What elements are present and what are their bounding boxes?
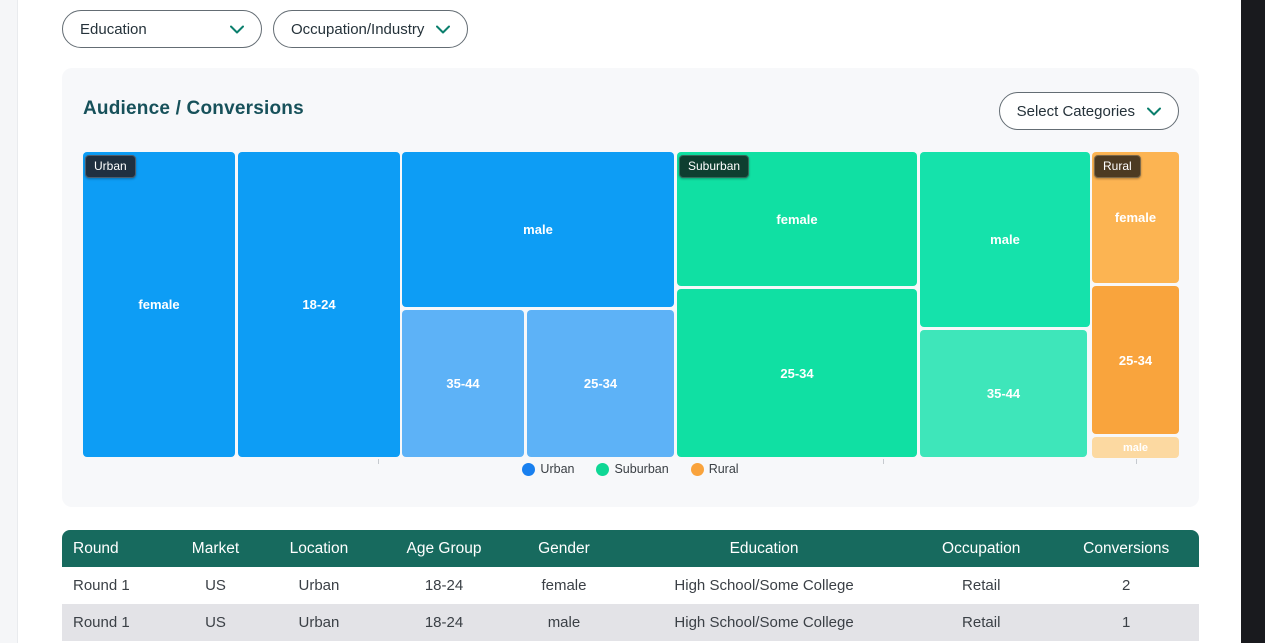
axis-tick — [1136, 459, 1137, 464]
treemap-segment[interactable]: 18-24 — [238, 152, 400, 457]
select-categories-dropdown[interactable]: Select Categories — [998, 92, 1179, 130]
treemap-segment[interactable]: male — [402, 152, 674, 307]
treemap-segment-label: female — [1114, 210, 1157, 225]
occupation-filter-label: Occupation/Industry — [291, 20, 425, 38]
treemap-segment-label: female — [138, 297, 180, 312]
table-cell: Urban — [298, 614, 340, 631]
table-cell: Urban — [298, 577, 340, 594]
table-cell: Round 1 — [73, 577, 130, 594]
table-row: Round 1 US Urban 18-24 female High School/Som… — [62, 567, 1199, 604]
legend-item[interactable]: Rural — [690, 462, 739, 476]
treemap-segment[interactable]: 35-44 — [920, 330, 1087, 457]
table-header-cell: Market — [172, 530, 259, 567]
table-header-cell: Gender — [508, 530, 620, 567]
chart-legend: Urban Suburban Rural — [62, 462, 1199, 476]
table-header-cell: Education — [619, 530, 910, 567]
table-cell: US — [205, 577, 226, 594]
treemap-segment-label: 25-34 — [583, 376, 618, 391]
table-cell: Retail — [962, 614, 1001, 631]
treemap-segment[interactable]: 25-34 — [527, 310, 674, 457]
treemap-group-badge[interactable]: Rural — [1094, 155, 1141, 178]
treemap-segment[interactable]: 25-34 — [677, 289, 917, 457]
treemap-group-badge[interactable]: Urban — [85, 155, 136, 178]
chevron-down-icon — [230, 25, 244, 34]
treemap-segment[interactable]: 35-44 — [402, 310, 524, 457]
table-cell: 1 — [1122, 614, 1131, 631]
table-cell: Retail — [962, 577, 1001, 594]
table-header-cell: Round — [62, 530, 173, 567]
table-row: Round 1 US Urban 18-24 male High School/Some … — [62, 604, 1199, 641]
treemap: female 18-24 male 35-44 25-34 Urban female 25-3… — [82, 152, 1180, 464]
treemap-segment-label: male — [1122, 441, 1149, 454]
treemap-segment-label: 25-34 — [780, 365, 814, 381]
treemap-segment-label: male — [990, 232, 1020, 247]
table-header: Round Market Location Age Group Gender Educat… — [62, 530, 1199, 567]
treemap-segment[interactable]: male — [920, 152, 1090, 327]
table-cell: 18-24 — [424, 614, 464, 631]
treemap-segment-label: 35-44 — [986, 386, 1021, 401]
chevron-down-icon — [436, 25, 451, 34]
treemap-segment[interactable]: 25-34 — [1092, 286, 1179, 434]
legend-dot-icon — [690, 462, 704, 476]
table-cell: Round 1 — [73, 614, 130, 631]
treemap-segment-label: 25-34 — [1118, 352, 1153, 368]
filter-bar: Education Occupation/Industry — [62, 10, 469, 48]
table-cell: female — [541, 577, 587, 594]
legend-dot-icon — [596, 462, 610, 476]
occupation-filter-dropdown[interactable]: Occupation/Industry — [273, 10, 469, 48]
table-header-cell: Occupation — [909, 530, 1054, 567]
page-title: Audience / Conversions — [83, 98, 304, 119]
table-cell: 2 — [1122, 577, 1131, 594]
table-header-cell: Age Group — [379, 530, 509, 567]
legend-item[interactable]: Urban — [522, 462, 574, 476]
legend-label: Suburban — [614, 462, 669, 476]
treemap-segment-label: 18-24 — [302, 297, 336, 312]
left-rail — [0, 0, 18, 643]
treemap-segment[interactable]: male — [1092, 437, 1179, 458]
table-header-cell: Conversions — [1053, 530, 1199, 567]
education-filter-label: Education — [80, 20, 147, 38]
table-cell: 18-24 — [424, 577, 464, 594]
table-cell: male — [547, 614, 581, 631]
table-cell: US — [205, 614, 226, 631]
axis-tick — [378, 459, 379, 464]
table-header-cell: Location — [258, 530, 380, 567]
legend-dot-icon — [522, 462, 536, 476]
legend-item[interactable]: Suburban — [596, 462, 669, 476]
legend-label: Urban — [540, 462, 575, 476]
audience-conversions-card: Audience / Conversions Select Categories… — [62, 68, 1199, 507]
conversions-table: Round Market Location Age Group Gender Educat… — [62, 530, 1199, 641]
right-panel-edge — [1241, 0, 1265, 643]
treemap-segment-label: female — [776, 211, 818, 227]
chevron-down-icon — [1147, 107, 1161, 116]
treemap-group-badge[interactable]: Suburban — [679, 155, 750, 178]
treemap-segment[interactable]: female — [83, 152, 235, 457]
select-categories-label: Select Categories — [1016, 102, 1135, 120]
treemap-segment-label: male — [523, 222, 553, 237]
legend-label: Rural — [708, 462, 739, 476]
table-cell: High School/Some College — [674, 614, 854, 631]
axis-tick — [883, 459, 884, 464]
table-cell: High School/Some College — [674, 577, 854, 594]
education-filter-dropdown[interactable]: Education — [62, 10, 262, 48]
treemap-segment-label: 35-44 — [446, 376, 480, 391]
